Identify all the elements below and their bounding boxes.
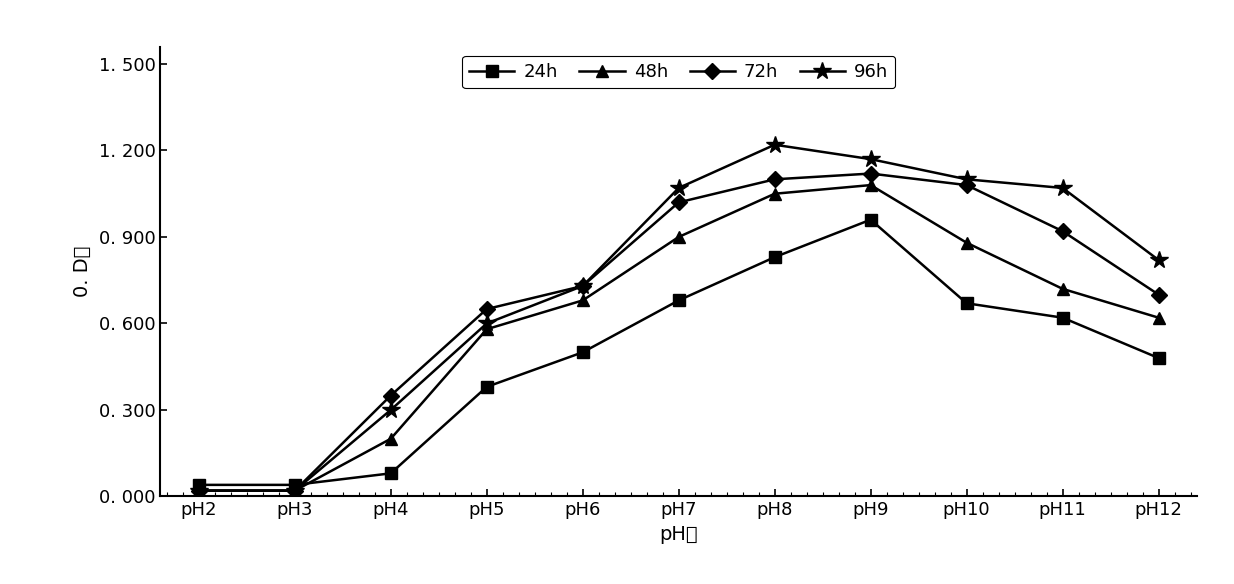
48h [768, 190, 782, 197]
48h [864, 182, 879, 189]
Legend: 24h, 48h, 72h, 96h: 24h, 48h, 72h, 96h [462, 55, 896, 88]
96h [479, 320, 494, 327]
96h [768, 141, 782, 148]
96h [384, 406, 399, 413]
96h [864, 156, 879, 163]
72h [288, 487, 302, 494]
24h [384, 470, 399, 477]
96h [1151, 256, 1166, 263]
96h [1055, 185, 1070, 192]
24h [1055, 314, 1070, 321]
72h [191, 487, 206, 494]
24h [864, 216, 879, 223]
Line: 96h: 96h [190, 135, 1167, 500]
96h [671, 185, 686, 192]
24h [288, 481, 302, 488]
96h [575, 283, 590, 290]
24h [479, 383, 494, 390]
24h [1151, 354, 1166, 361]
96h [959, 176, 974, 183]
24h [575, 349, 590, 356]
48h [384, 435, 399, 442]
Line: 24h: 24h [193, 213, 1165, 491]
24h [768, 253, 782, 260]
24h [671, 297, 686, 304]
72h [479, 305, 494, 312]
48h [1055, 286, 1070, 293]
48h [191, 487, 206, 494]
72h [1055, 228, 1070, 235]
72h [1151, 291, 1166, 298]
48h [1151, 314, 1166, 321]
48h [671, 234, 686, 241]
72h [768, 176, 782, 183]
72h [575, 283, 590, 290]
48h [575, 297, 590, 304]
96h [191, 487, 206, 494]
X-axis label: pH值: pH值 [659, 525, 698, 544]
48h [479, 326, 494, 333]
96h [288, 487, 302, 494]
72h [959, 182, 974, 189]
72h [384, 392, 399, 399]
Line: 72h: 72h [194, 168, 1164, 496]
72h [671, 199, 686, 206]
Y-axis label: 0. D值: 0. D值 [73, 246, 91, 297]
48h [959, 239, 974, 246]
48h [288, 487, 302, 494]
24h [959, 300, 974, 307]
24h [191, 481, 206, 488]
72h [864, 170, 879, 177]
Line: 48h: 48h [193, 179, 1165, 497]
